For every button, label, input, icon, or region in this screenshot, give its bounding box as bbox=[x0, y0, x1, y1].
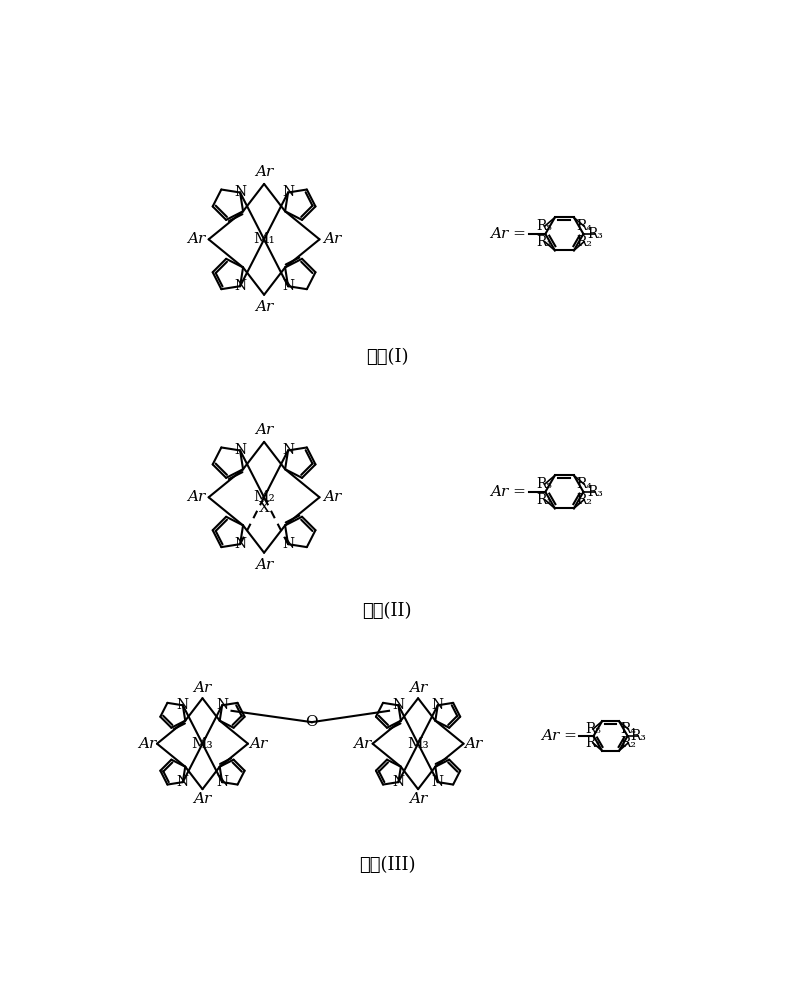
Text: Ar: Ar bbox=[138, 737, 156, 751]
Text: N: N bbox=[282, 185, 294, 199]
Text: Ar: Ar bbox=[408, 681, 427, 695]
Text: Ar: Ar bbox=[322, 232, 341, 246]
Text: N: N bbox=[282, 279, 294, 293]
Text: Ar: Ar bbox=[255, 300, 273, 314]
Text: Ar: Ar bbox=[408, 792, 427, 806]
Text: Ar: Ar bbox=[464, 737, 482, 751]
Text: Ar =: Ar = bbox=[490, 227, 525, 241]
Text: R₄: R₄ bbox=[619, 722, 635, 736]
Text: Ar =: Ar = bbox=[490, 485, 525, 499]
Text: N: N bbox=[216, 775, 228, 789]
Text: R₂: R₂ bbox=[575, 235, 591, 249]
Text: Ar =: Ar = bbox=[540, 729, 576, 743]
Text: Ar: Ar bbox=[255, 558, 273, 572]
Text: N: N bbox=[392, 698, 404, 712]
Text: N: N bbox=[282, 443, 294, 457]
Text: R₃: R₃ bbox=[586, 485, 602, 499]
Text: Ar: Ar bbox=[255, 165, 273, 179]
Text: N: N bbox=[176, 698, 188, 712]
Text: R₁: R₁ bbox=[536, 493, 552, 507]
Text: N: N bbox=[431, 775, 444, 789]
Text: N: N bbox=[233, 537, 246, 551]
Text: M₃: M₃ bbox=[192, 737, 213, 751]
Text: R₁: R₁ bbox=[536, 235, 552, 249]
Text: N: N bbox=[392, 775, 404, 789]
Text: Ar: Ar bbox=[255, 423, 273, 437]
Text: X: X bbox=[258, 501, 269, 515]
Text: R₁: R₁ bbox=[584, 736, 600, 750]
Text: M₃: M₃ bbox=[407, 737, 428, 751]
Text: 通式(III): 通式(III) bbox=[358, 856, 415, 874]
Text: N: N bbox=[176, 775, 188, 789]
Text: R₄: R₄ bbox=[576, 219, 591, 233]
Text: Ar: Ar bbox=[193, 792, 212, 806]
Text: R₅: R₅ bbox=[584, 722, 600, 736]
Text: M₂: M₂ bbox=[253, 490, 274, 504]
Text: 通式(II): 通式(II) bbox=[362, 602, 411, 620]
Text: O: O bbox=[305, 715, 318, 729]
Text: R₃: R₃ bbox=[586, 227, 602, 241]
Text: M₁: M₁ bbox=[253, 232, 274, 246]
Text: R₂: R₂ bbox=[575, 493, 591, 507]
Text: N: N bbox=[431, 698, 444, 712]
Text: N: N bbox=[216, 698, 228, 712]
Text: N: N bbox=[233, 443, 246, 457]
Text: Ar: Ar bbox=[187, 232, 205, 246]
Text: N: N bbox=[282, 537, 294, 551]
Text: Ar: Ar bbox=[187, 490, 205, 504]
Text: 通式(I): 通式(I) bbox=[366, 348, 408, 366]
Text: Ar: Ar bbox=[249, 737, 267, 751]
Text: R₄: R₄ bbox=[576, 477, 591, 491]
Text: N: N bbox=[233, 185, 246, 199]
Text: R₂: R₂ bbox=[619, 736, 635, 750]
Text: R₃: R₃ bbox=[630, 729, 645, 743]
Text: R₅: R₅ bbox=[536, 477, 552, 491]
Text: Ar: Ar bbox=[193, 681, 212, 695]
Text: Ar: Ar bbox=[353, 737, 371, 751]
Text: Ar: Ar bbox=[322, 490, 341, 504]
Text: R₅: R₅ bbox=[536, 219, 552, 233]
Text: N: N bbox=[233, 279, 246, 293]
